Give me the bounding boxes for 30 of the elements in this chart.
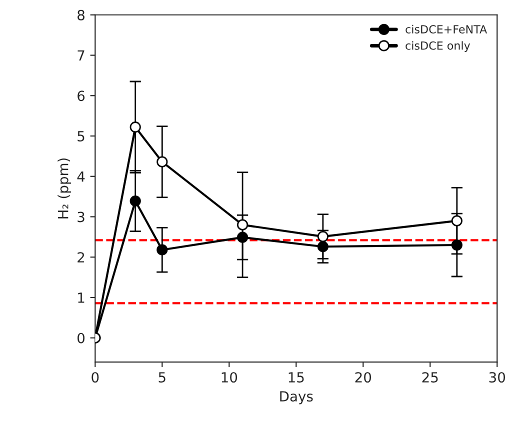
point — [451, 239, 462, 251]
point — [156, 156, 168, 168]
y-tick-label: 7 — [78, 50, 84, 61]
y-tick-label: 8 — [78, 10, 84, 20]
y-tick-label: 4 — [77, 172, 85, 182]
point — [130, 122, 141, 133]
y-tick-label: 0 — [78, 332, 85, 344]
y-tick-label: 6 — [78, 90, 85, 102]
point — [130, 195, 141, 207]
point — [236, 232, 248, 243]
y-tick-label: 5 — [78, 131, 84, 142]
x-tick-label: 5 — [158, 372, 166, 383]
y-tick-label: 2 — [78, 252, 84, 262]
x-tick-label: 10 — [222, 372, 238, 383]
legend-label: cisDCE+FeNTA — [406, 24, 488, 34]
x-tick-label: 30 — [489, 372, 506, 383]
point — [317, 230, 328, 242]
point — [156, 244, 168, 256]
y-tick-label: 3 — [78, 212, 84, 222]
point — [236, 219, 248, 230]
point — [317, 241, 328, 252]
y-tick-label: 1 — [78, 292, 84, 303]
x-tick-label: 25 — [422, 372, 438, 383]
x-tick-label: 15 — [288, 372, 304, 383]
x-tick-label: 0 — [92, 372, 99, 383]
legend-label: cisDCE only — [406, 41, 470, 52]
y-axis-title: H₂ (ppm) — [58, 158, 72, 218]
x-axis-title: Days — [280, 391, 313, 404]
point — [451, 215, 462, 226]
x-tick-label: 20 — [355, 372, 372, 383]
